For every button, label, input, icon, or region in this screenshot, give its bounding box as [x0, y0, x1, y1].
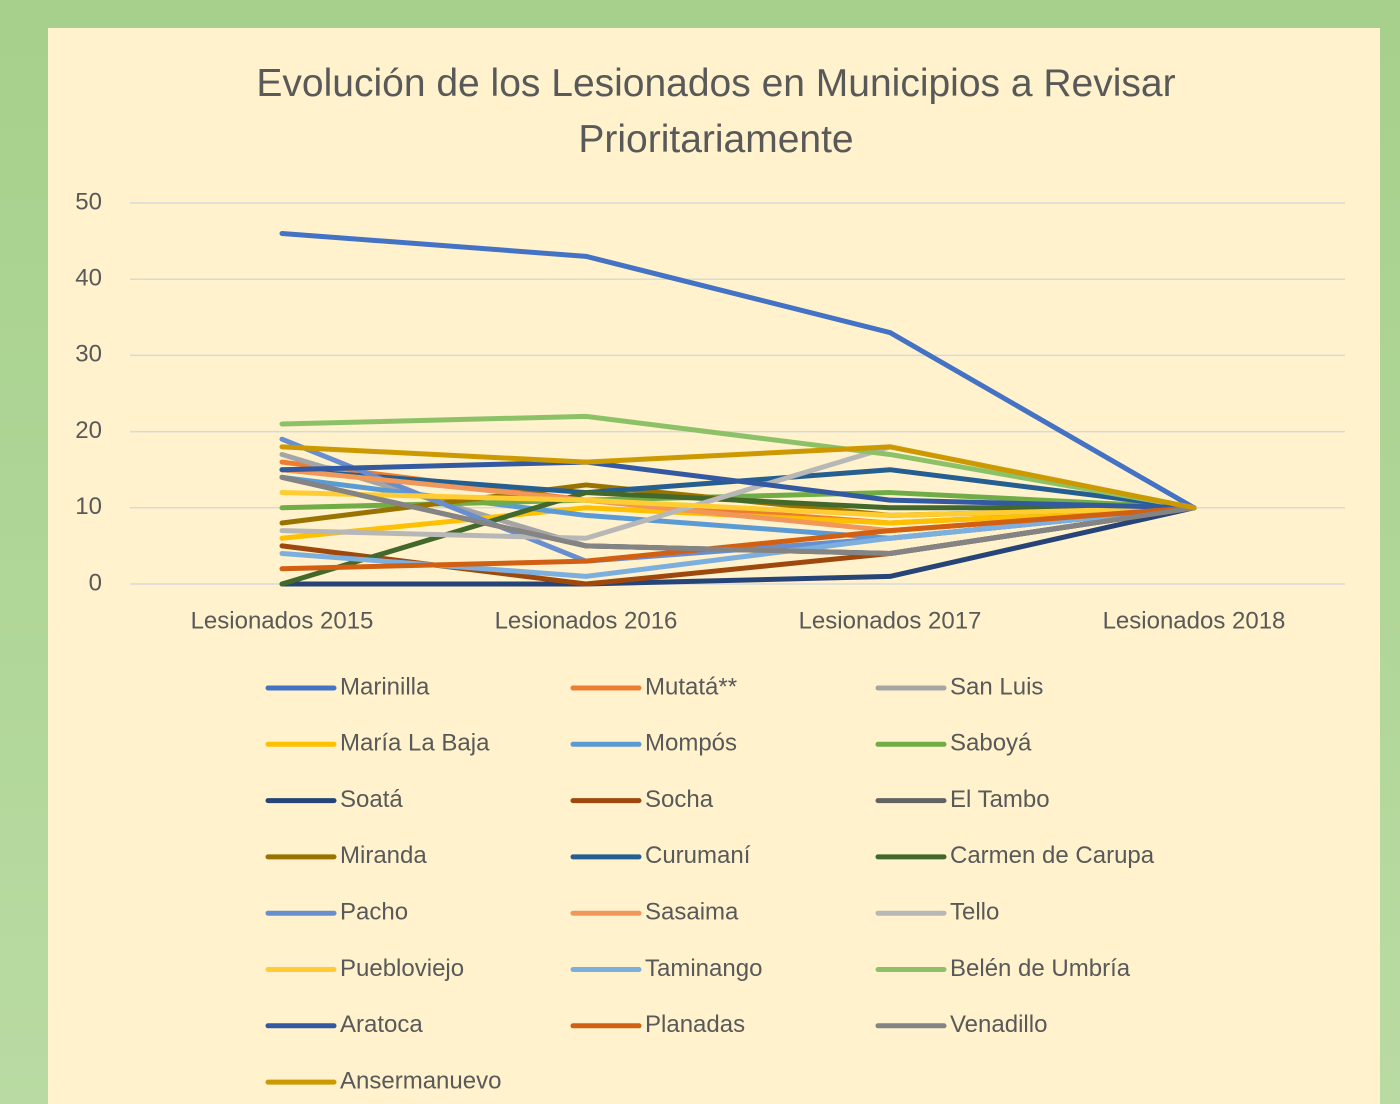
y-tick-label: 0: [89, 569, 102, 596]
series-line: [279, 505, 1197, 587]
y-tick-label: 10: [75, 493, 102, 520]
series-line: [279, 444, 1197, 511]
series-line: [279, 505, 1197, 572]
legend-label: Socha: [645, 786, 714, 813]
series-line: [279, 413, 1197, 511]
x-tick-label: Lesionados 2018: [1103, 607, 1286, 634]
legend-label: Mompós: [645, 730, 737, 757]
legend-label: Miranda: [340, 842, 427, 869]
legend-label: María La Baja: [340, 730, 490, 757]
legend-label: Taminango: [645, 955, 762, 982]
chart-area: [48, 28, 1380, 1104]
series-line: [279, 490, 1197, 587]
chart-title: Evolución de los Lesionados en Municipio…: [256, 62, 1176, 161]
y-tick-label: 20: [75, 417, 102, 444]
legend-label: Aratoca: [340, 1011, 423, 1038]
legend-label: Curumaní: [645, 842, 751, 869]
y-tick-label: 40: [75, 265, 102, 292]
series-line: [279, 459, 1197, 511]
legend-label: Pacho: [340, 899, 408, 926]
legend-label: Mutatá**: [645, 673, 737, 700]
series-line: [279, 230, 1197, 511]
x-tick-label: Lesionados 2015: [191, 607, 374, 634]
legend-label: Planadas: [645, 1011, 745, 1038]
legend-label: Puebloviejo: [340, 955, 464, 982]
legend-label: Tello: [950, 899, 999, 926]
legend-label: Marinilla: [340, 673, 430, 700]
y-tick-label: 30: [75, 341, 102, 368]
x-tick-label: Lesionados 2017: [799, 607, 982, 634]
legend-label: Venadillo: [950, 1011, 1047, 1038]
series-line: [279, 474, 1197, 557]
legend-label: Carmen de Carupa: [950, 842, 1155, 869]
legend-label: Belén de Umbría: [950, 955, 1131, 982]
legend-label: El Tambo: [950, 786, 1050, 813]
legend-label: Ansermanuevo: [340, 1067, 501, 1094]
legend-label: Saboyá: [950, 730, 1032, 757]
x-tick-label: Lesionados 2016: [495, 607, 678, 634]
legend-label: Soatá: [340, 786, 403, 813]
series-line: [279, 490, 1197, 518]
y-tick-label: 50: [75, 188, 102, 215]
legend-label: San Luis: [950, 673, 1043, 700]
legend-label: Sasaima: [645, 899, 739, 926]
